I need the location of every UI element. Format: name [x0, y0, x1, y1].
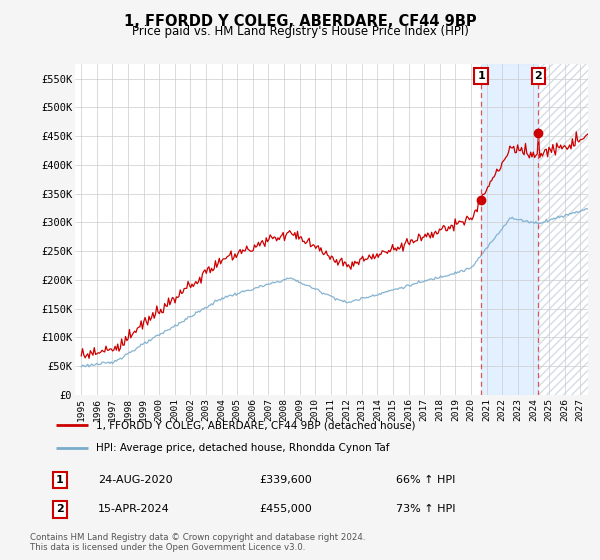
Text: 2: 2: [535, 71, 542, 81]
Text: 1: 1: [56, 475, 64, 485]
Text: 1, FFORDD Y COLEG, ABERDARE, CF44 9BP: 1, FFORDD Y COLEG, ABERDARE, CF44 9BP: [124, 14, 476, 29]
Text: 73% ↑ HPI: 73% ↑ HPI: [397, 505, 456, 515]
Text: 2: 2: [56, 505, 64, 515]
Text: £455,000: £455,000: [259, 505, 312, 515]
Bar: [538, 64, 588, 395]
Text: £339,600: £339,600: [259, 475, 312, 485]
Text: Price paid vs. HM Land Registry's House Price Index (HPI): Price paid vs. HM Land Registry's House …: [131, 25, 469, 38]
Text: 66% ↑ HPI: 66% ↑ HPI: [397, 475, 456, 485]
Text: 24-AUG-2020: 24-AUG-2020: [98, 475, 173, 485]
Text: Contains HM Land Registry data © Crown copyright and database right 2024.: Contains HM Land Registry data © Crown c…: [30, 533, 365, 542]
Bar: [481, 64, 538, 395]
Bar: [538, 64, 588, 395]
Text: 1: 1: [478, 71, 485, 81]
Text: This data is licensed under the Open Government Licence v3.0.: This data is licensed under the Open Gov…: [30, 543, 305, 552]
Text: HPI: Average price, detached house, Rhondda Cynon Taf: HPI: Average price, detached house, Rhon…: [95, 443, 389, 453]
Text: 15-APR-2024: 15-APR-2024: [98, 505, 170, 515]
Text: 1, FFORDD Y COLEG, ABERDARE, CF44 9BP (detached house): 1, FFORDD Y COLEG, ABERDARE, CF44 9BP (d…: [95, 420, 415, 430]
